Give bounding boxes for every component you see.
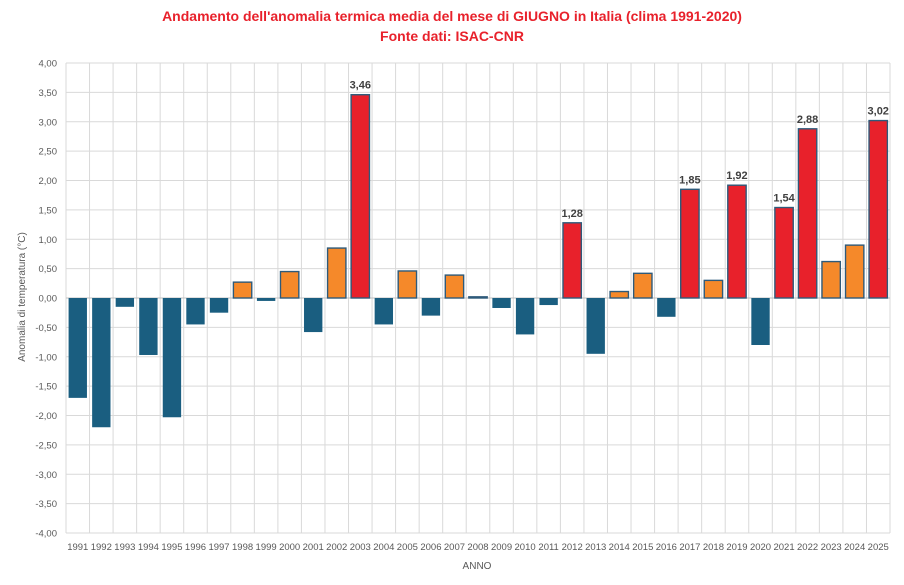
y-tick-label: 1,50 xyxy=(39,205,58,216)
x-tick-label: 2024 xyxy=(844,542,865,553)
x-tick-label: 2020 xyxy=(750,542,771,553)
x-tick-label: 1992 xyxy=(91,542,112,553)
x-tick-label: 2004 xyxy=(373,542,394,553)
x-tick-label: 2011 xyxy=(538,542,558,553)
data-label-2003: 3,46 xyxy=(350,80,371,92)
x-tick-label: 2014 xyxy=(609,542,630,553)
x-tick-label: 2023 xyxy=(821,542,842,553)
y-axis-label: Anomalia di temperatura (°C) xyxy=(17,232,28,362)
x-tick-label: 2007 xyxy=(444,542,465,553)
bar-2020 xyxy=(751,298,770,345)
y-tick-label: 4,00 xyxy=(39,59,58,70)
bar-2013 xyxy=(586,298,605,354)
x-tick-label: 1991 xyxy=(67,542,88,553)
x-tick-label: 2017 xyxy=(679,542,700,553)
y-tick-label: 3,50 xyxy=(39,88,58,99)
x-tick-label: 2016 xyxy=(656,542,677,553)
x-tick-label: 2006 xyxy=(420,542,441,553)
y-tick-label: -0,50 xyxy=(35,323,57,334)
x-tick-label: 2001 xyxy=(303,542,324,553)
x-tick-label: 2025 xyxy=(868,542,889,553)
bar-2011 xyxy=(539,298,558,306)
bar-2015 xyxy=(632,272,653,299)
x-tick-label: 2019 xyxy=(726,542,747,553)
x-tick-label: 2015 xyxy=(632,542,653,553)
y-tick-label: 2,50 xyxy=(39,147,58,158)
bar-2025 xyxy=(868,119,889,299)
bar-1996 xyxy=(186,298,205,325)
bar-2016 xyxy=(657,298,676,317)
x-tick-label: 1998 xyxy=(232,542,253,553)
x-tick-label: 2013 xyxy=(585,542,606,553)
bar-2005 xyxy=(397,270,418,299)
bar-1991 xyxy=(68,298,87,398)
x-tick-label: 1996 xyxy=(185,542,206,553)
data-label-2017: 1,85 xyxy=(679,174,700,186)
data-label-2021: 1,54 xyxy=(773,193,795,205)
bar-2000 xyxy=(279,270,300,299)
data-label-2012: 1,28 xyxy=(561,208,582,220)
y-tick-label: 2,00 xyxy=(39,176,58,187)
data-label-2025: 3,02 xyxy=(868,106,889,118)
bar-1993 xyxy=(115,298,135,307)
x-axis-label: ANNO xyxy=(463,561,492,572)
bar-1994 xyxy=(139,298,158,355)
x-tick-label: 2005 xyxy=(397,542,418,553)
bar-2017 xyxy=(680,188,700,299)
bar-1997 xyxy=(209,298,229,313)
y-tick-label: -3,00 xyxy=(35,470,57,481)
x-tick-label: 2010 xyxy=(515,542,536,553)
bar-2008 xyxy=(468,296,488,299)
bar-1998 xyxy=(232,281,253,299)
bar-2012 xyxy=(562,222,583,299)
bar-2019 xyxy=(727,184,747,299)
bar-2003 xyxy=(350,94,371,299)
bar-2004 xyxy=(374,298,394,325)
y-tick-label: 1,00 xyxy=(39,235,58,246)
y-tick-label: -3,50 xyxy=(35,499,57,510)
y-tick-label: -1,50 xyxy=(35,382,57,393)
bar-2010 xyxy=(515,298,535,335)
bar-2007 xyxy=(444,274,465,299)
bar-2001 xyxy=(304,298,323,333)
x-tick-label: 1994 xyxy=(138,542,159,553)
y-tick-label: -2,00 xyxy=(35,411,57,422)
x-tick-label: 1993 xyxy=(114,542,135,553)
bar-1992 xyxy=(92,298,111,428)
bar-1999 xyxy=(256,298,276,301)
x-tick-label: 2003 xyxy=(350,542,371,553)
x-tick-label: 2018 xyxy=(703,542,724,553)
x-tick-label: 2022 xyxy=(797,542,818,553)
bar-2009 xyxy=(492,298,511,308)
x-tick-label: 2002 xyxy=(326,542,347,553)
y-tick-label: 0,50 xyxy=(39,264,58,275)
x-tick-label: 2009 xyxy=(491,542,512,553)
y-tick-label: -1,00 xyxy=(35,352,57,363)
bar-2022 xyxy=(797,128,818,299)
x-tick-label: 2000 xyxy=(279,542,300,553)
bar-1995 xyxy=(162,298,182,418)
x-tick-label: 1995 xyxy=(161,542,182,553)
bar-2018 xyxy=(703,279,724,299)
bar-2014 xyxy=(609,290,630,299)
bar-2002 xyxy=(326,247,347,299)
chart-title: Andamento dell'anomalia termica media de… xyxy=(162,8,742,24)
y-tick-label: -2,50 xyxy=(35,440,57,451)
chart-subtitle: Fonte dati: ISAC-CNR xyxy=(380,28,524,44)
data-label-2022: 2,88 xyxy=(797,114,818,126)
x-tick-label: 1997 xyxy=(208,542,229,553)
x-tick-label: 2008 xyxy=(467,542,488,553)
bar-2006 xyxy=(421,298,441,316)
bar-2023 xyxy=(821,260,842,299)
x-tick-label: 1999 xyxy=(256,542,277,553)
x-tick-label: 2021 xyxy=(773,542,794,553)
bar-2024 xyxy=(844,244,865,299)
y-tick-label: 3,00 xyxy=(39,117,58,128)
y-tick-label: -4,00 xyxy=(35,529,57,540)
y-tick-label: 0,00 xyxy=(39,294,58,305)
data-label-2019: 1,92 xyxy=(726,170,747,182)
bar-2021 xyxy=(774,206,794,299)
x-tick-label: 2012 xyxy=(562,542,583,553)
